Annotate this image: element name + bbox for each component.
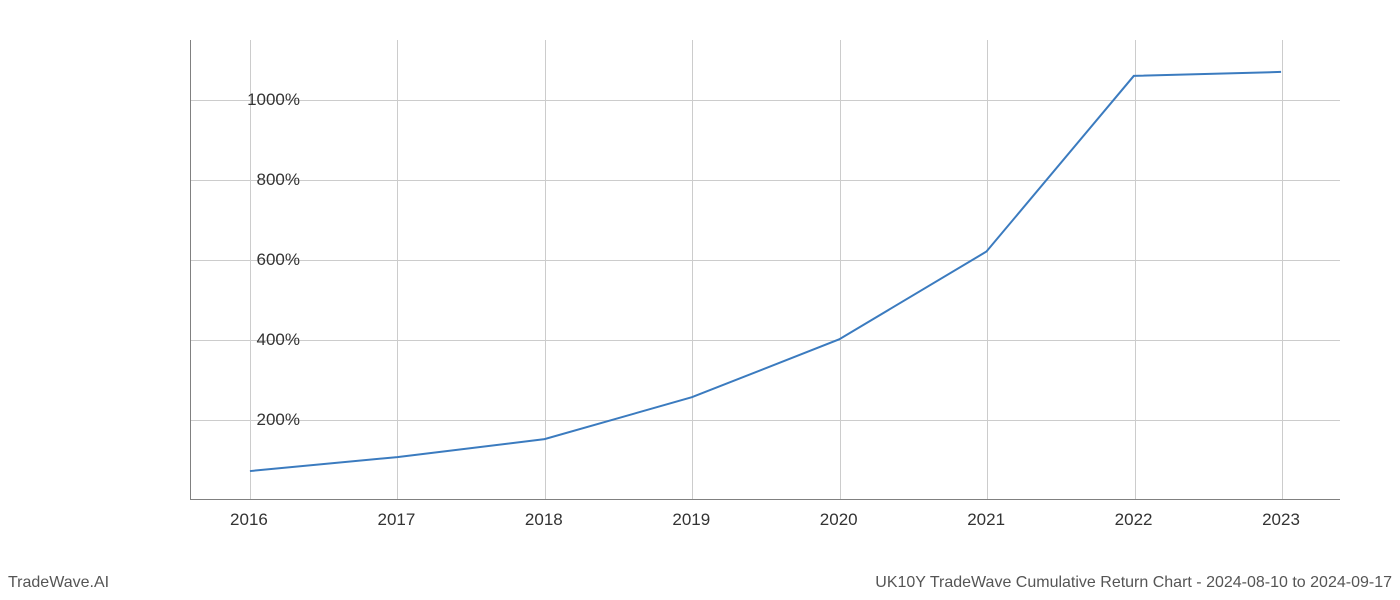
- chart-container: 200% 400% 600% 800% 1000% 2016 2017 2018 2019 20…: [100, 30, 1370, 540]
- plot-area: [190, 40, 1340, 500]
- grid-line-horizontal: [191, 100, 1340, 101]
- footer-brand-text: TradeWave.AI: [8, 574, 109, 592]
- grid-line-horizontal: [191, 340, 1340, 341]
- y-tick-label: 600%: [220, 250, 300, 270]
- x-tick-label: 2018: [525, 510, 563, 530]
- grid-line-vertical: [840, 40, 841, 499]
- footer-chart-description: UK10Y TradeWave Cumulative Return Chart …: [875, 574, 1392, 592]
- return-line: [250, 72, 1281, 471]
- grid-line-vertical: [692, 40, 693, 499]
- grid-line-vertical: [987, 40, 988, 499]
- grid-line-horizontal: [191, 180, 1340, 181]
- grid-line-horizontal: [191, 420, 1340, 421]
- y-tick-label: 200%: [220, 410, 300, 430]
- grid-line-vertical: [1135, 40, 1136, 499]
- grid-line-vertical: [1282, 40, 1283, 499]
- y-tick-label: 800%: [220, 170, 300, 190]
- grid-line-vertical: [545, 40, 546, 499]
- return-line-series: [191, 40, 1340, 499]
- x-tick-label: 2017: [377, 510, 415, 530]
- grid-line-horizontal: [191, 260, 1340, 261]
- x-tick-label: 2023: [1262, 510, 1300, 530]
- y-tick-label: 1000%: [220, 90, 300, 110]
- x-tick-label: 2021: [967, 510, 1005, 530]
- x-tick-label: 2016: [230, 510, 268, 530]
- y-tick-label: 400%: [220, 330, 300, 350]
- x-tick-label: 2019: [672, 510, 710, 530]
- x-tick-label: 2022: [1115, 510, 1153, 530]
- grid-line-vertical: [397, 40, 398, 499]
- x-tick-label: 2020: [820, 510, 858, 530]
